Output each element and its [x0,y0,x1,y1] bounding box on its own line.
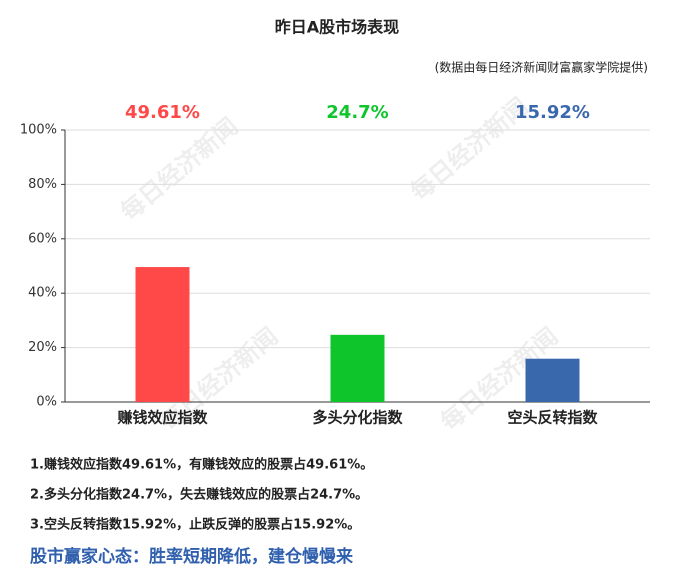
chart-title: 昨日A股市场表现 [275,18,399,37]
value-label: 24.7% [326,102,388,123]
note: 3.空头反转指数15.92%，止跌反弹的股票占15.92%。 [30,517,360,533]
note: 2.多头分化指数24.7%，失去赚钱效应的股票占24.7%。 [30,487,368,503]
y-tick-label: 60% [28,231,57,246]
value-label: 15.92% [515,102,590,123]
y-tick-label: 0% [36,395,57,410]
value-label: 49.61% [125,102,200,123]
x-tick-label: 多头分化指数 [312,409,403,427]
bar [135,267,190,402]
y-tick-label: 40% [28,286,57,301]
bar [330,334,385,402]
y-tick-label: 20% [28,340,57,355]
note: 1.赚钱效应指数49.61%，有赚钱效应的股票占49.61%。 [30,457,373,473]
y-tick-label: 100% [20,123,57,138]
footer: 股市赢家心态：胜率短期降低，建仓慢慢来 [30,546,354,567]
y-tick-label: 80% [28,177,57,192]
bar [525,358,580,402]
chart-subtitle: (数据由每日经济新闻财富赢家学院提供) [435,60,648,75]
x-tick-label: 赚钱效应指数 [116,409,208,427]
x-tick-label: 空头反转指数 [507,409,598,427]
